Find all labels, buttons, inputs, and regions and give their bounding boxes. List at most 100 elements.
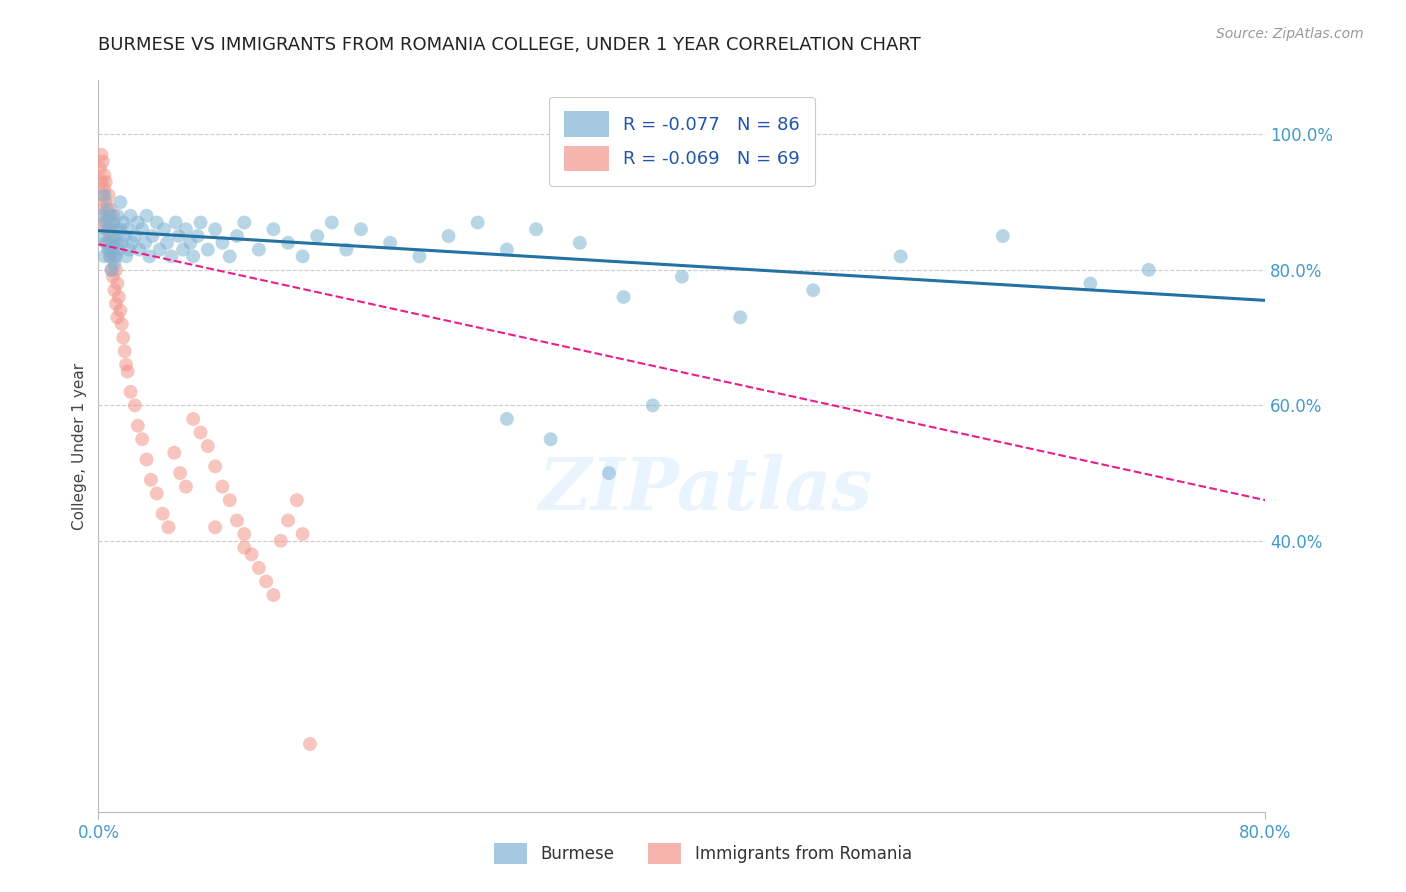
Point: [110, 222, 132, 236]
Point: [197, 243, 219, 257]
Point: [89, 161, 111, 176]
Point: [96, 202, 118, 216]
Point: [211, 235, 233, 250]
Point: [96, 235, 118, 250]
Point: [152, 507, 174, 521]
Point: [91, 188, 114, 202]
Text: BURMESE VS IMMIGRANTS FROM ROMANIA COLLEGE, UNDER 1 YEAR CORRELATION CHART: BURMESE VS IMMIGRANTS FROM ROMANIA COLLE…: [98, 36, 921, 54]
Point: [801, 283, 824, 297]
Point: [247, 561, 270, 575]
Point: [524, 222, 547, 236]
Point: [94, 222, 117, 236]
Point: [671, 269, 693, 284]
Point: [120, 384, 142, 399]
Point: [100, 263, 122, 277]
Point: [104, 249, 127, 263]
Point: [98, 249, 121, 263]
Point: [131, 222, 153, 236]
Point: [105, 235, 128, 250]
Point: [190, 215, 212, 229]
Point: [103, 256, 125, 270]
Point: [131, 432, 153, 446]
Point: [112, 215, 135, 229]
Point: [104, 297, 127, 311]
Point: [93, 181, 115, 195]
Point: [991, 229, 1014, 244]
Point: [94, 195, 117, 210]
Point: [165, 215, 187, 229]
Point: [90, 175, 112, 189]
Point: [101, 235, 124, 250]
Point: [437, 229, 460, 244]
Point: [104, 222, 127, 236]
Point: [285, 493, 308, 508]
Point: [98, 209, 121, 223]
Point: [149, 243, 172, 257]
Point: [1080, 277, 1102, 291]
Point: [156, 235, 179, 250]
Point: [167, 229, 190, 244]
Point: [730, 310, 752, 325]
Point: [291, 527, 314, 541]
Point: [169, 466, 191, 480]
Point: [111, 235, 134, 250]
Point: [135, 209, 157, 223]
Point: [103, 229, 125, 244]
Point: [91, 229, 114, 244]
Point: [496, 243, 519, 257]
Point: [114, 344, 136, 359]
Point: [100, 235, 122, 250]
Point: [141, 229, 163, 244]
Point: [135, 452, 157, 467]
Point: [277, 514, 299, 528]
Point: [291, 249, 314, 263]
Point: [127, 418, 149, 433]
Point: [112, 331, 135, 345]
Point: [117, 364, 139, 378]
Point: [350, 222, 373, 236]
Point: [97, 222, 120, 236]
Point: [111, 317, 134, 331]
Point: [153, 222, 176, 236]
Point: [93, 188, 115, 202]
Point: [146, 486, 169, 500]
Point: [93, 249, 115, 263]
Point: [117, 222, 139, 236]
Point: [226, 229, 249, 244]
Point: [262, 222, 284, 236]
Point: [97, 188, 120, 202]
Point: [98, 229, 121, 244]
Point: [321, 215, 343, 229]
Point: [298, 737, 321, 751]
Point: [91, 154, 114, 169]
Y-axis label: College, Under 1 year: College, Under 1 year: [72, 362, 87, 530]
Point: [179, 235, 201, 250]
Point: [94, 235, 117, 250]
Point: [103, 283, 125, 297]
Point: [108, 290, 131, 304]
Point: [128, 243, 150, 257]
Point: [172, 243, 194, 257]
Point: [100, 222, 122, 236]
Point: [101, 269, 124, 284]
Point: [211, 480, 233, 494]
Point: [105, 209, 128, 223]
Point: [104, 263, 127, 277]
Point: [120, 209, 142, 223]
Point: [190, 425, 212, 440]
Point: [124, 229, 146, 244]
Point: [110, 195, 132, 210]
Point: [568, 235, 591, 250]
Point: [408, 249, 430, 263]
Point: [121, 235, 143, 250]
Point: [96, 209, 118, 223]
Point: [270, 533, 292, 548]
Point: [540, 432, 562, 446]
Point: [277, 235, 299, 250]
Point: [146, 215, 169, 229]
Point: [101, 243, 124, 257]
Point: [98, 202, 121, 216]
Point: [218, 493, 240, 508]
Point: [204, 459, 226, 474]
Point: [240, 547, 263, 561]
